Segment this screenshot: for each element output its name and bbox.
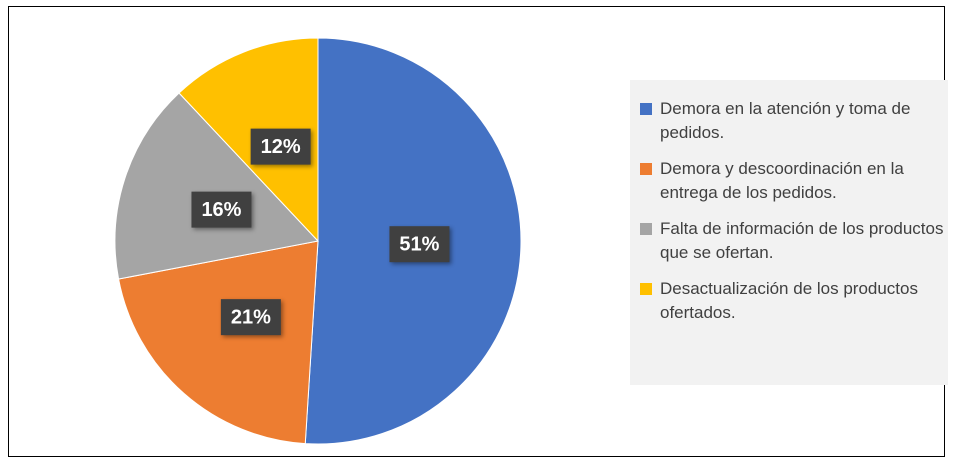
legend-swatch [640, 103, 652, 115]
legend-swatch [640, 283, 652, 295]
pie-slice [118, 240, 319, 445]
legend-swatch [640, 223, 652, 235]
pie-slice [114, 92, 319, 280]
data-label: 21% [231, 306, 271, 328]
legend-label: Demora en la atención y toma de pedidos. [660, 99, 911, 142]
legend-swatch [640, 163, 652, 175]
legend: Demora en la atención y toma de pedidos.… [630, 80, 948, 385]
legend-item: Demora en la atención y toma de pedidos. [640, 97, 948, 145]
data-label: 51% [399, 233, 439, 255]
data-label-box [220, 299, 281, 336]
legend-label: Falta de información de los productos qu… [660, 219, 944, 262]
data-label-box [250, 128, 311, 165]
data-label: 12% [261, 136, 301, 158]
data-label-box [191, 191, 252, 228]
legend-item: Falta de información de los productos qu… [640, 217, 948, 265]
legend-label: Desactualización de los productos oferta… [660, 279, 918, 322]
legend-item: Desactualización de los productos oferta… [640, 277, 948, 325]
data-label-box [389, 226, 450, 263]
legend-item: Demora y descoordinación en la entrega d… [640, 157, 948, 205]
data-label: 16% [201, 199, 241, 221]
legend-label: Demora y descoordinación en la entrega d… [660, 159, 904, 202]
pie-slice [178, 37, 319, 243]
